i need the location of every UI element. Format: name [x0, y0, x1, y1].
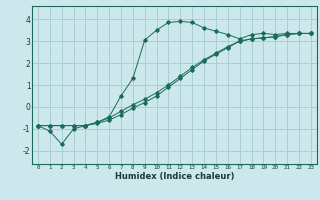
X-axis label: Humidex (Indice chaleur): Humidex (Indice chaleur) [115, 172, 234, 181]
